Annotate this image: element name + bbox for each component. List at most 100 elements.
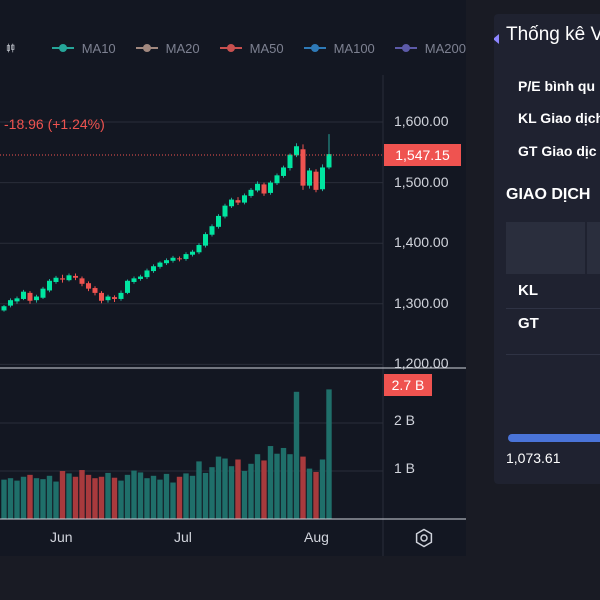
- ma20-swatch-icon: [135, 44, 158, 52]
- trade-table-header: [506, 222, 600, 274]
- volume-bar: [209, 467, 215, 519]
- candle-body: [190, 251, 195, 255]
- settings-icon[interactable]: [414, 528, 434, 548]
- volume-bar: [105, 472, 111, 519]
- trade-divider: [506, 308, 600, 309]
- ma200-swatch-icon: [394, 44, 417, 52]
- candle-body: [79, 278, 85, 284]
- ma10-swatch-icon: [51, 44, 74, 52]
- candlestick-icon[interactable]: [6, 37, 16, 59]
- candle-body: [216, 215, 221, 227]
- volume-bar: [222, 458, 228, 519]
- volume-bar: [150, 475, 157, 519]
- price-volume-chart[interactable]: [0, 0, 466, 556]
- candle-body: [164, 260, 169, 264]
- collapse-caret-icon[interactable]: [494, 34, 499, 44]
- candle-body: [112, 297, 117, 299]
- volume-tick-label: 1 B: [394, 460, 416, 476]
- candle-body: [92, 288, 98, 293]
- volume-bar: [274, 453, 280, 519]
- ma10-toggle[interactable]: MA10: [51, 41, 116, 56]
- volume-bar: [300, 456, 306, 519]
- candle-body: [320, 167, 325, 190]
- volume-bar: [183, 473, 189, 519]
- volume-bar: [254, 454, 261, 519]
- volume-bar: [280, 447, 287, 519]
- trade-divider: [506, 354, 600, 355]
- volume-bar: [196, 461, 202, 519]
- candle-body: [53, 277, 59, 282]
- candle-body: [313, 171, 319, 190]
- index-progress-bar: [508, 434, 600, 442]
- volume-bar: [313, 471, 319, 519]
- stat-pe-label: P/E bình qu: [518, 78, 595, 94]
- price-tick-label: 1,300.00: [394, 295, 449, 311]
- volume-bar: [92, 478, 98, 519]
- trade-row-kl: KL: [518, 282, 538, 299]
- candle-body: [151, 266, 156, 272]
- candle-body: [170, 257, 176, 261]
- indicator-toolbar: MA10 MA20 MA50 MA100 MA200: [0, 28, 466, 68]
- volume-bar: [241, 471, 248, 519]
- volume-bar: [163, 473, 170, 519]
- volume-bar: [261, 460, 267, 519]
- volume-bar: [176, 476, 183, 519]
- candle-body: [118, 292, 124, 299]
- volume-bar: [202, 472, 209, 519]
- trade-section-title: GIAO DỊCH: [506, 186, 591, 203]
- candle-body: [138, 276, 143, 279]
- candle-body: [60, 278, 65, 280]
- volume-bar: [267, 446, 274, 519]
- volume-bar: [118, 480, 124, 519]
- volume-bar: [66, 473, 72, 519]
- market-stats-panel: Thống kê VN P/E bình qu KL Giao dịch GT …: [494, 14, 600, 484]
- volume-bar: [20, 476, 27, 519]
- candle-body: [47, 280, 52, 291]
- candle-body: [281, 167, 286, 176]
- candle-body: [294, 146, 299, 156]
- candle-body: [144, 270, 150, 278]
- volume-bar: [293, 391, 300, 519]
- volume-bar: [157, 479, 163, 519]
- chart-panel[interactable]: MA10 MA20 MA50 MA100 MA200 -18.96 (+1.24…: [0, 0, 466, 556]
- candle-body: [183, 254, 189, 259]
- candle-body: [1, 306, 7, 311]
- volume-bar: [14, 480, 20, 519]
- volume-bar: [306, 468, 313, 519]
- ma20-toggle[interactable]: MA20: [135, 40, 200, 56]
- ma200-label: MA200: [424, 40, 466, 56]
- candle-body: [307, 170, 312, 186]
- ma50-toggle[interactable]: MA50: [219, 41, 284, 56]
- candle-body: [99, 292, 104, 301]
- candle-body: [248, 189, 254, 196]
- trade-header-divider: [585, 222, 587, 274]
- volume-bar: [40, 479, 46, 519]
- volume-bar: [46, 475, 53, 519]
- volume-bar: [85, 474, 92, 519]
- volume-bar: [59, 471, 66, 519]
- ma100-toggle[interactable]: MA100: [303, 40, 375, 56]
- candle-body: [229, 199, 234, 207]
- ma100-label: MA100: [333, 40, 375, 56]
- price-tick-label: 1,600.00: [394, 113, 449, 129]
- volume-bar: [170, 482, 176, 519]
- candle-body: [73, 275, 78, 278]
- candle-body: [157, 262, 163, 267]
- volume-bar: [235, 459, 241, 519]
- index-progress-value: 1,073.61: [506, 450, 561, 466]
- candle-body: [242, 195, 247, 203]
- stat-value-label: GT Giao dịc: [518, 143, 597, 159]
- candle-body: [125, 280, 130, 293]
- volume-bar: [53, 481, 59, 519]
- candle-body: [300, 149, 306, 186]
- candle-body: [40, 288, 46, 298]
- trade-row-gt: GT: [518, 315, 539, 332]
- time-tick-label: Jul: [174, 529, 192, 545]
- time-tick-label: Aug: [304, 529, 329, 545]
- ma200-toggle[interactable]: MA200: [394, 40, 466, 56]
- candle-body: [21, 291, 26, 299]
- price-tick-label: 1,200.00: [394, 355, 449, 371]
- volume-bar: [1, 479, 7, 519]
- ma20-label: MA20: [165, 40, 200, 56]
- candle-body: [8, 300, 13, 306]
